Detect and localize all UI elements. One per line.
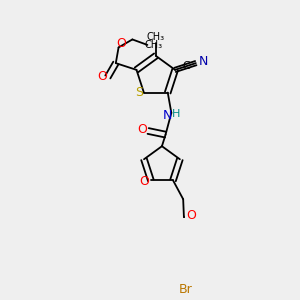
Text: O: O bbox=[116, 37, 126, 50]
Text: S: S bbox=[136, 86, 143, 99]
Text: H: H bbox=[172, 109, 181, 118]
Text: O: O bbox=[97, 70, 107, 83]
Text: CH₃: CH₃ bbox=[144, 40, 162, 50]
Text: C: C bbox=[183, 61, 190, 70]
Text: N: N bbox=[163, 109, 172, 122]
Text: N: N bbox=[198, 55, 208, 68]
Text: O: O bbox=[140, 175, 149, 188]
Text: O: O bbox=[137, 123, 147, 136]
Text: O: O bbox=[186, 208, 196, 222]
Text: CH₃: CH₃ bbox=[147, 32, 165, 42]
Text: Br: Br bbox=[178, 283, 192, 296]
